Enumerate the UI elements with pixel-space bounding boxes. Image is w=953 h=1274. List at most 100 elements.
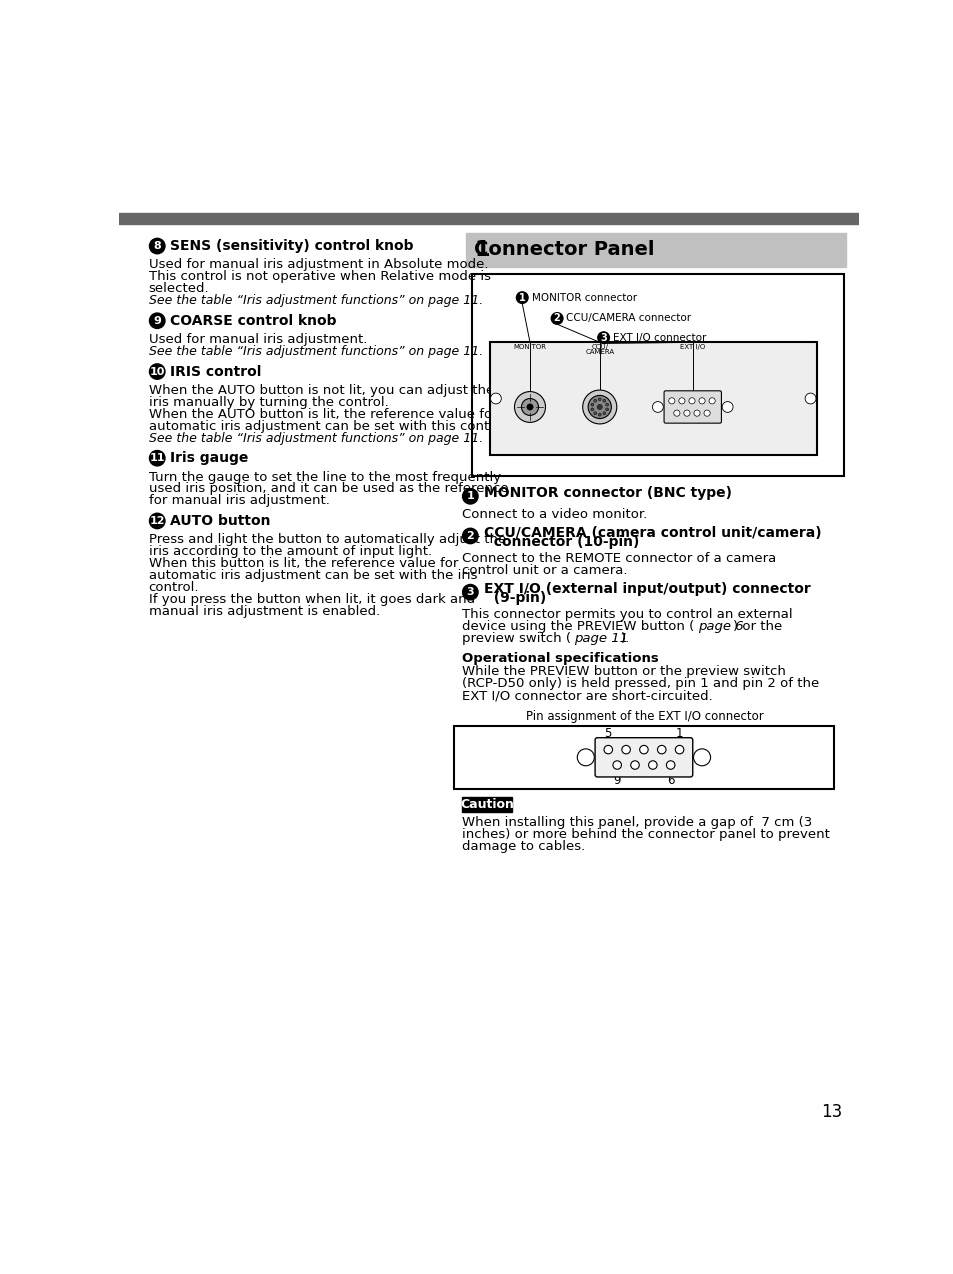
Circle shape — [587, 395, 611, 419]
Bar — [454, 726, 833, 789]
Text: When this button is lit, the reference value for: When this button is lit, the reference v… — [149, 557, 457, 571]
Text: AUTO button: AUTO button — [171, 513, 271, 527]
Text: 1: 1 — [675, 727, 682, 740]
Text: inches) or more behind the connector panel to prevent: inches) or more behind the connector pan… — [461, 828, 829, 841]
Circle shape — [639, 745, 647, 754]
Circle shape — [605, 408, 608, 410]
Circle shape — [514, 391, 545, 423]
Circle shape — [598, 413, 600, 417]
Text: 1: 1 — [474, 240, 489, 260]
Circle shape — [582, 390, 617, 424]
Circle shape — [612, 761, 620, 769]
Text: See the table “Iris adjustment functions” on page 11.: See the table “Iris adjustment functions… — [149, 432, 482, 445]
Text: See the table “Iris adjustment functions” on page 11.: See the table “Iris adjustment functions… — [149, 345, 482, 358]
Circle shape — [699, 397, 704, 404]
Text: Connect to the REMOTE connector of a camera: Connect to the REMOTE connector of a cam… — [461, 552, 775, 566]
Text: 2: 2 — [553, 313, 560, 324]
Circle shape — [526, 404, 533, 410]
Text: When installing this panel, provide a gap of  7 cm (3: When installing this panel, provide a ga… — [461, 815, 811, 829]
Text: 2: 2 — [466, 531, 474, 541]
Circle shape — [630, 761, 639, 769]
Circle shape — [150, 451, 165, 466]
FancyBboxPatch shape — [663, 391, 720, 423]
Text: Used for manual iris adjustment in Absolute mode.: Used for manual iris adjustment in Absol… — [149, 259, 488, 271]
Text: 9: 9 — [613, 775, 620, 787]
Circle shape — [673, 410, 679, 417]
Bar — [119, 213, 858, 224]
Text: page 11: page 11 — [574, 632, 627, 645]
Text: See the table “Iris adjustment functions” on page 11.: See the table “Iris adjustment functions… — [149, 294, 482, 307]
Circle shape — [598, 333, 609, 344]
Text: control unit or a camera.: control unit or a camera. — [461, 564, 627, 577]
Text: CCU/CAMERA (camera control unit/camera): CCU/CAMERA (camera control unit/camera) — [483, 526, 821, 540]
Text: Used for manual iris adjustment.: Used for manual iris adjustment. — [149, 333, 367, 347]
Text: EXT I/O (external input/output) connector: EXT I/O (external input/output) connecto… — [483, 582, 809, 596]
Text: CAMERA: CAMERA — [584, 349, 614, 355]
Circle shape — [708, 397, 715, 404]
Text: EXT I/O connector are short-circuited.: EXT I/O connector are short-circuited. — [461, 689, 712, 702]
Text: Operational specifications: Operational specifications — [461, 652, 658, 665]
Text: COARSE control knob: COARSE control knob — [171, 313, 336, 327]
Circle shape — [621, 745, 630, 754]
Text: Turn the gauge to set the line to the most frequently: Turn the gauge to set the line to the mo… — [149, 470, 500, 484]
Circle shape — [721, 401, 732, 413]
Circle shape — [462, 489, 477, 505]
Bar — [466, 233, 845, 266]
Text: Iris gauge: Iris gauge — [171, 451, 249, 465]
Text: CCU/CAMERA connector: CCU/CAMERA connector — [566, 313, 691, 324]
Text: EXT I/O: EXT I/O — [679, 344, 704, 350]
Circle shape — [804, 394, 815, 404]
Circle shape — [679, 397, 684, 404]
Circle shape — [597, 405, 601, 409]
Circle shape — [675, 745, 683, 754]
Circle shape — [551, 312, 562, 324]
Text: automatic iris adjustment can be set with this control.: automatic iris adjustment can be set wit… — [149, 419, 510, 433]
Text: control.: control. — [149, 581, 199, 594]
FancyBboxPatch shape — [595, 738, 692, 777]
Circle shape — [683, 410, 689, 417]
Text: for manual iris adjustment.: for manual iris adjustment. — [149, 494, 329, 507]
Circle shape — [657, 745, 665, 754]
Circle shape — [648, 761, 657, 769]
Text: 6: 6 — [666, 775, 674, 787]
Text: 1: 1 — [518, 293, 525, 303]
Text: 12: 12 — [150, 516, 165, 526]
Text: 1: 1 — [466, 492, 474, 501]
Bar — [489, 343, 816, 455]
Text: When the AUTO button is not lit, you can adjust the: When the AUTO button is not lit, you can… — [149, 383, 494, 397]
Circle shape — [150, 313, 165, 329]
Text: MONITOR connector (BNC type): MONITOR connector (BNC type) — [483, 487, 731, 501]
Text: This connector permits you to control an external: This connector permits you to control an… — [461, 608, 792, 622]
Circle shape — [150, 513, 165, 529]
Circle shape — [688, 397, 695, 404]
Text: Press and light the button to automatically adjust the: Press and light the button to automatica… — [149, 534, 505, 547]
Text: 5: 5 — [604, 727, 611, 740]
Text: page 6: page 6 — [698, 620, 743, 633]
Text: Connect to a video monitor.: Connect to a video monitor. — [461, 508, 646, 521]
Text: ) or the: ) or the — [732, 620, 781, 633]
Text: 11: 11 — [150, 454, 165, 464]
Bar — [461, 796, 512, 812]
Circle shape — [593, 412, 596, 414]
Circle shape — [693, 410, 700, 417]
Circle shape — [652, 401, 662, 413]
Text: 8: 8 — [153, 241, 161, 251]
Text: While the PREVIEW button or the preview switch: While the PREVIEW button or the preview … — [461, 665, 785, 678]
Text: iris according to the amount of input light.: iris according to the amount of input li… — [149, 545, 432, 558]
Circle shape — [490, 394, 500, 404]
Text: selected.: selected. — [149, 283, 209, 296]
Circle shape — [516, 292, 528, 303]
Text: MONITOR: MONITOR — [513, 344, 546, 350]
Text: SENS (sensitivity) control knob: SENS (sensitivity) control knob — [171, 240, 414, 254]
Text: 9: 9 — [153, 316, 161, 326]
Circle shape — [693, 749, 710, 766]
Text: ).: ). — [620, 632, 629, 645]
Text: MONITOR connector: MONITOR connector — [531, 293, 636, 303]
Text: manual iris adjustment is enabled.: manual iris adjustment is enabled. — [149, 605, 379, 618]
Circle shape — [150, 364, 165, 380]
Circle shape — [603, 745, 612, 754]
Text: (9-pin): (9-pin) — [483, 591, 545, 605]
Text: used iris position, and it can be used as the reference: used iris position, and it can be used a… — [149, 483, 508, 496]
Text: CCU/: CCU/ — [591, 344, 608, 350]
Circle shape — [605, 403, 608, 406]
